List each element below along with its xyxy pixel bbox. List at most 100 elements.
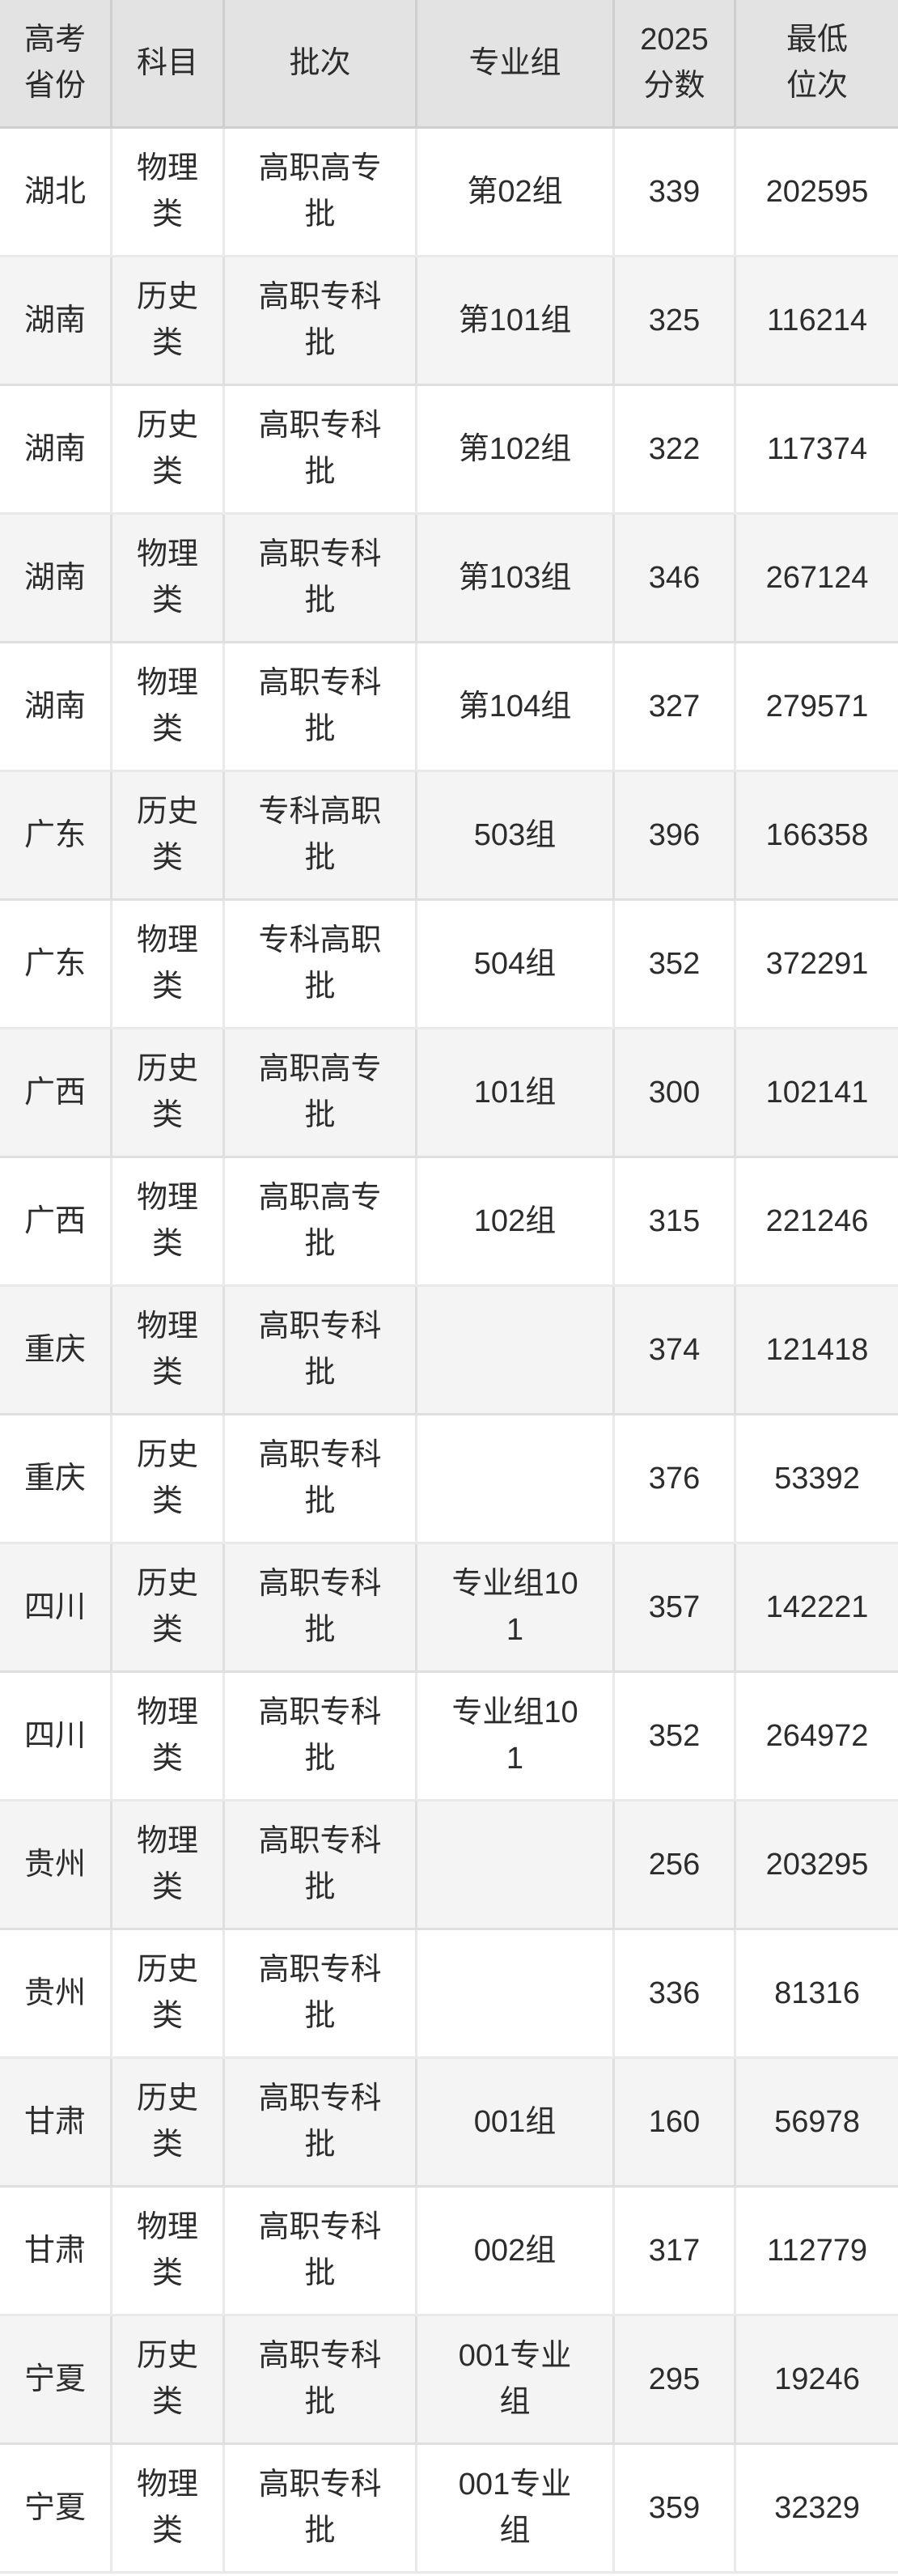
cell-province: 广东 — [0, 772, 112, 901]
cell-score: 160 — [615, 2059, 736, 2188]
cell-batch: 高职专科 批 — [225, 515, 417, 643]
cell-batch: 高职高专 批 — [225, 129, 417, 257]
cell-group: 102组 — [417, 1158, 615, 1287]
cell-province: 宁夏 — [0, 2316, 112, 2445]
header-batch: 批次 — [225, 0, 417, 129]
cell-group: 002组 — [417, 2188, 615, 2316]
cell-batch: 高职专科 批 — [225, 1544, 417, 1673]
cell-province: 湖南 — [0, 643, 112, 772]
cell-province: 重庆 — [0, 1287, 112, 1415]
cell-province: 广东 — [0, 901, 112, 1029]
cell-subject: 物理 类 — [112, 1802, 225, 1930]
cell-rank: 267124 — [736, 515, 898, 643]
cell-rank: 202595 — [736, 129, 898, 257]
cell-batch: 高职专科 批 — [225, 2188, 417, 2316]
table-row: 贵州 历史 类 高职专科 批 336 81316 — [0, 1930, 898, 2059]
table-row: 甘肃 物理 类 高职专科 批 002组 317 112779 — [0, 2188, 898, 2316]
cell-province: 宁夏 — [0, 2445, 112, 2574]
cell-rank: 142221 — [736, 1544, 898, 1673]
cell-batch: 高职专科 批 — [225, 1802, 417, 1930]
cell-group: 001专业 组 — [417, 2316, 615, 2445]
cell-rank: 166358 — [736, 772, 898, 901]
cell-subject: 物理 类 — [112, 2188, 225, 2316]
cell-group: 001专业 组 — [417, 2445, 615, 2574]
cell-subject: 历史 类 — [112, 1029, 225, 1158]
table-row: 湖南 物理 类 高职专科 批 第103组 346 267124 — [0, 515, 898, 643]
cell-rank: 81316 — [736, 1930, 898, 2059]
cell-rank: 121418 — [736, 1287, 898, 1415]
cell-subject: 物理 类 — [112, 129, 225, 257]
cell-province: 贵州 — [0, 1930, 112, 2059]
cell-rank: 264972 — [736, 1673, 898, 1802]
cell-score: 256 — [615, 1802, 736, 1930]
table-row: 广东 物理 类 专科高职 批 504组 352 372291 — [0, 901, 898, 1029]
cell-province: 四川 — [0, 1673, 112, 1802]
cell-score: 352 — [615, 901, 736, 1029]
cell-batch: 专科高职 批 — [225, 901, 417, 1029]
cell-score: 357 — [615, 1544, 736, 1673]
cell-batch: 高职专科 批 — [225, 1415, 417, 1544]
cell-subject: 历史 类 — [112, 772, 225, 901]
cell-score: 352 — [615, 1673, 736, 1802]
cell-group: 001组 — [417, 2059, 615, 2188]
cell-province: 重庆 — [0, 1415, 112, 1544]
cell-score: 359 — [615, 2445, 736, 2574]
cell-rank: 203295 — [736, 1802, 898, 1930]
cell-rank: 112779 — [736, 2188, 898, 2316]
cell-score: 295 — [615, 2316, 736, 2445]
table-row: 广西 历史 类 高职高专 批 101组 300 102141 — [0, 1029, 898, 1158]
cell-province: 贵州 — [0, 1802, 112, 1930]
cell-score: 300 — [615, 1029, 736, 1158]
cell-group: 504组 — [417, 901, 615, 1029]
cell-batch: 高职专科 批 — [225, 1673, 417, 1802]
cell-batch: 高职专科 批 — [225, 2059, 417, 2188]
cell-rank: 372291 — [736, 901, 898, 1029]
cell-province: 湖南 — [0, 515, 112, 643]
cell-group: 第103组 — [417, 515, 615, 643]
cell-province: 四川 — [0, 1544, 112, 1673]
cell-rank: 117374 — [736, 386, 898, 515]
cell-group: 第101组 — [417, 257, 615, 386]
table-row: 甘肃 历史 类 高职专科 批 001组 160 56978 — [0, 2059, 898, 2188]
cell-rank: 279571 — [736, 643, 898, 772]
cell-subject: 历史 类 — [112, 1544, 225, 1673]
table-row: 四川 物理 类 高职专科 批 专业组10 1 352 264972 — [0, 1673, 898, 1802]
cell-province: 甘肃 — [0, 2059, 112, 2188]
table-row: 湖南 历史 类 高职专科 批 第102组 322 117374 — [0, 386, 898, 515]
table-body: 湖北 物理 类 高职高专 批 第02组 339 202595 湖南 历史 类 高… — [0, 129, 898, 2574]
cell-rank: 32329 — [736, 2445, 898, 2574]
header-score: 2025 分数 — [615, 0, 736, 129]
cell-score: 336 — [615, 1930, 736, 2059]
table-row: 宁夏 历史 类 高职专科 批 001专业 组 295 19246 — [0, 2316, 898, 2445]
cell-province: 广西 — [0, 1158, 112, 1287]
cell-batch: 高职高专 批 — [225, 1158, 417, 1287]
cell-score: 346 — [615, 515, 736, 643]
cell-subject: 历史 类 — [112, 386, 225, 515]
cell-subject: 历史 类 — [112, 2316, 225, 2445]
cell-batch: 高职专科 批 — [225, 257, 417, 386]
cell-batch: 高职专科 批 — [225, 643, 417, 772]
cell-group: 第104组 — [417, 643, 615, 772]
cell-province: 湖南 — [0, 257, 112, 386]
cell-province: 广西 — [0, 1029, 112, 1158]
cell-score: 396 — [615, 772, 736, 901]
cell-subject: 物理 类 — [112, 515, 225, 643]
cell-group — [417, 1415, 615, 1544]
cell-subject: 物理 类 — [112, 643, 225, 772]
cell-province: 甘肃 — [0, 2188, 112, 2316]
cell-score: 327 — [615, 643, 736, 772]
header-province: 高考 省份 — [0, 0, 112, 129]
table-row: 湖南 物理 类 高职专科 批 第104组 327 279571 — [0, 643, 898, 772]
header-row: 高考 省份 科目 批次 专业组 2025 分数 最低 位次 — [0, 0, 898, 129]
cell-subject: 历史 类 — [112, 2059, 225, 2188]
cell-batch: 高职专科 批 — [225, 2445, 417, 2574]
cell-group: 专业组10 1 — [417, 1673, 615, 1802]
cell-score: 339 — [615, 129, 736, 257]
cell-rank: 116214 — [736, 257, 898, 386]
cell-group: 第02组 — [417, 129, 615, 257]
table-row: 湖北 物理 类 高职高专 批 第02组 339 202595 — [0, 129, 898, 257]
table-row: 重庆 物理 类 高职专科 批 374 121418 — [0, 1287, 898, 1415]
cell-group — [417, 1930, 615, 2059]
table-row: 贵州 物理 类 高职专科 批 256 203295 — [0, 1802, 898, 1930]
